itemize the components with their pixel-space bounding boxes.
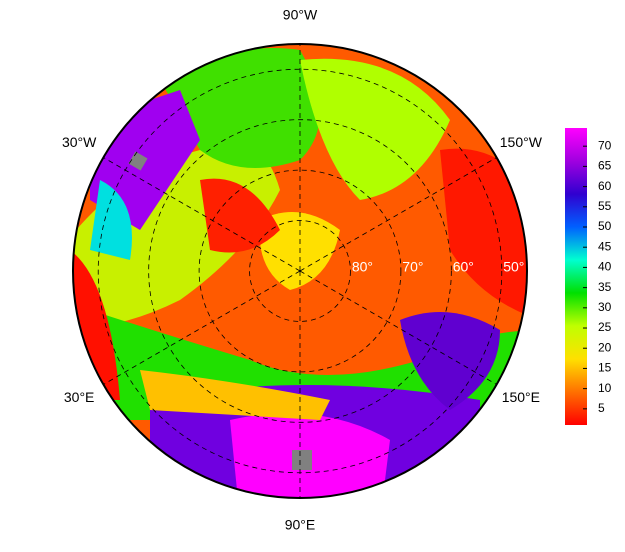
longitude-label: 150°W bbox=[500, 134, 543, 150]
colorbar-tick-label: 30 bbox=[598, 300, 612, 314]
colorbar-tick-label: 35 bbox=[598, 280, 612, 294]
parallel bbox=[198, 169, 402, 373]
meridian bbox=[299, 157, 497, 272]
parallel bbox=[97, 68, 503, 474]
colorbar-tick-label: 15 bbox=[598, 361, 612, 375]
meridian bbox=[103, 157, 301, 272]
colorbar-tick-label: 60 bbox=[598, 179, 612, 193]
colorbar-tick-label: 70 bbox=[598, 138, 612, 152]
graticule bbox=[97, 44, 503, 498]
colorbar-ramp bbox=[565, 128, 587, 425]
colorbar-tick-label: 5 bbox=[598, 401, 605, 415]
colorbar-tick-label: 40 bbox=[598, 260, 612, 274]
colorbar: 5 10 15 20 25 30 35 40 45 50 55 60 65 70 bbox=[565, 128, 612, 425]
longitude-label: 30°W bbox=[62, 134, 97, 150]
latitude-label: 50° bbox=[503, 259, 524, 275]
parallel bbox=[249, 220, 351, 322]
longitude-label: 30°E bbox=[64, 389, 95, 405]
field-patch bbox=[400, 312, 500, 410]
meridian bbox=[103, 270, 301, 385]
field-patch bbox=[160, 48, 320, 168]
field-patch bbox=[140, 370, 330, 420]
parallel bbox=[148, 119, 452, 423]
latitude-label: 70° bbox=[402, 259, 423, 275]
missing-cell bbox=[128, 151, 148, 171]
longitude-label: 90°E bbox=[285, 517, 316, 533]
colorbar-tick-label: 65 bbox=[598, 159, 612, 173]
longitude-label: 90°W bbox=[283, 7, 318, 23]
field-patch bbox=[300, 58, 450, 200]
missing-cell bbox=[292, 450, 312, 470]
latitude-label: 80° bbox=[352, 259, 373, 275]
colorbar-tick-label: 25 bbox=[598, 320, 612, 334]
colorbar-tick-label: 55 bbox=[598, 199, 612, 213]
map-border bbox=[72, 43, 528, 499]
colorbar-tick-label: 50 bbox=[598, 219, 612, 233]
longitude-label: 150°E bbox=[502, 389, 540, 405]
latitude-label: 60° bbox=[453, 259, 474, 275]
colorbar-tick-label: 45 bbox=[598, 239, 612, 253]
colorbar-tick-label: 10 bbox=[598, 381, 612, 395]
field-patch bbox=[90, 180, 132, 260]
colorbar-tick-label: 20 bbox=[598, 340, 612, 354]
field-patch bbox=[200, 178, 280, 253]
meridian bbox=[299, 270, 497, 385]
